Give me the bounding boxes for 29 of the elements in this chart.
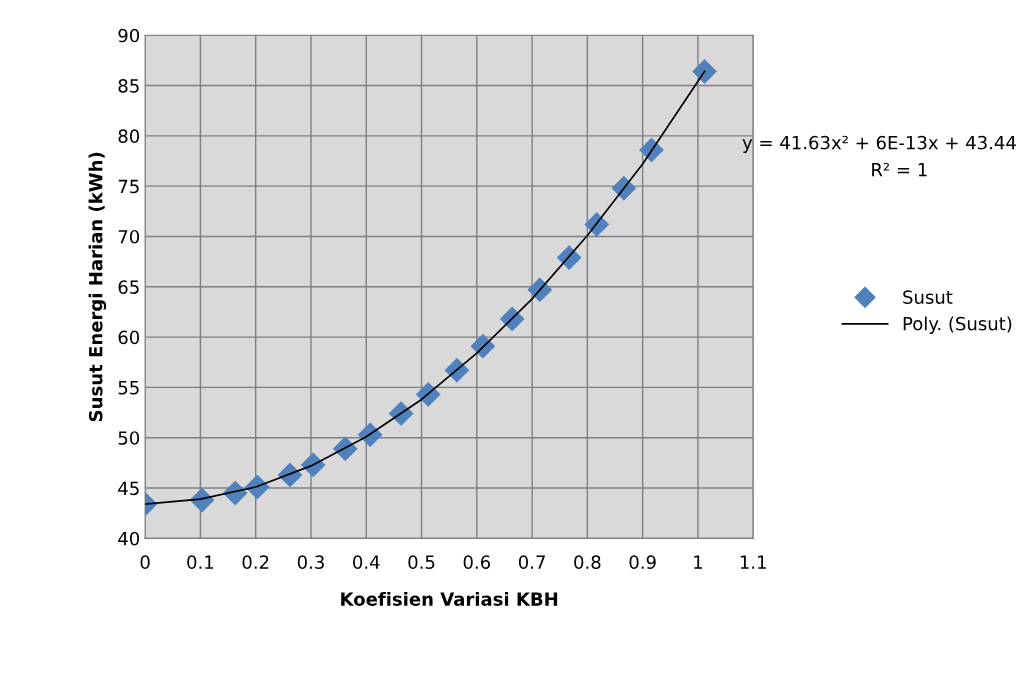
x-tick-label: 0.6 [463, 555, 491, 569]
legend-label: Susut [903, 290, 953, 304]
y-tick-label: 55 [118, 381, 139, 395]
x-tick-label: 0.3 [297, 555, 324, 569]
y-tick-label: 45 [118, 481, 139, 496]
y-tick-label: 85 [118, 79, 139, 93]
x-tick-label: 1.1 [740, 555, 766, 569]
y-tick-label: 40 [118, 531, 140, 546]
y-tick-label: 65 [118, 280, 139, 294]
legend-label: Poly. (Susut) [903, 316, 1012, 334]
y-tick-label: 75 [118, 179, 139, 194]
y-tick-label: 90 [118, 28, 140, 43]
x-tick-label: 0.7 [518, 555, 545, 569]
x-axis-title: Koefisien Variasi KBH [341, 591, 558, 606]
x-tick-label: 1 [694, 555, 703, 569]
x-tick-label: 0.1 [187, 555, 214, 569]
y-tick-label: 60 [118, 330, 140, 345]
x-tick-label: 0 [140, 555, 150, 569]
y-tick-label: 50 [118, 431, 140, 445]
y-tick-label: 80 [118, 129, 140, 143]
x-tick-label: 0.5 [408, 555, 435, 569]
annotation: y = 41.63x² + 6E-13x + 43.44 [742, 135, 1016, 153]
x-tick-label: 0.2 [242, 555, 269, 569]
text: R² = 1 [872, 162, 927, 177]
x-tick-label: 0.4 [353, 555, 380, 569]
y-tick-label: 70 [118, 229, 140, 244]
x-tick-label: 0.9 [629, 555, 656, 569]
y-axis-title: Susut Energi Harian (kWh) [88, 152, 107, 422]
x-tick-label: 0.8 [574, 555, 601, 569]
